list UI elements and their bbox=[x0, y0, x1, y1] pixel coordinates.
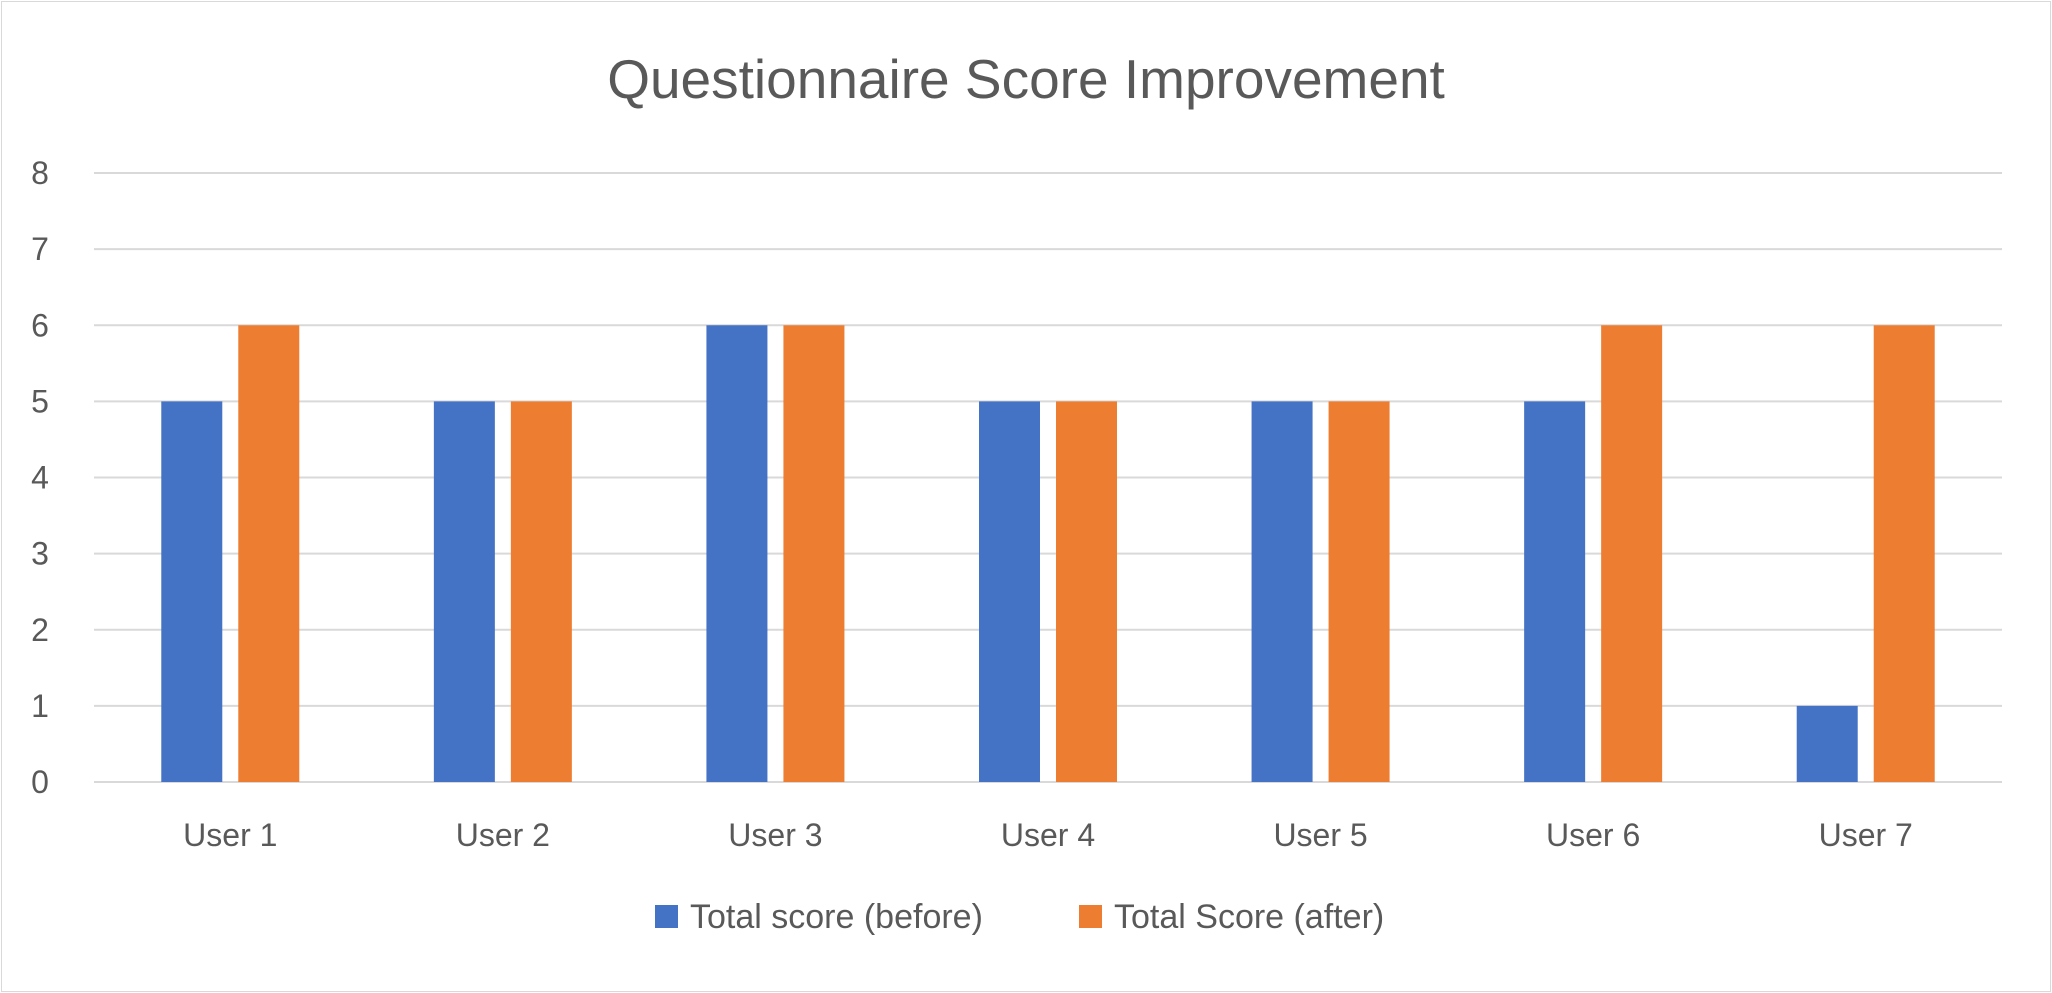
legend-swatch-before bbox=[655, 905, 678, 928]
y-tick-label: 8 bbox=[31, 155, 49, 191]
bar-after-1 bbox=[238, 325, 300, 782]
bar-before-1 bbox=[161, 401, 223, 782]
y-tick-label: 5 bbox=[31, 383, 49, 419]
x-tick-label: User 5 bbox=[1273, 817, 1367, 853]
bar-before-5 bbox=[1251, 401, 1313, 782]
bar-before-2 bbox=[433, 401, 495, 782]
x-tick-label: User 7 bbox=[1819, 817, 1913, 853]
legend-swatch-after bbox=[1079, 905, 1102, 928]
y-tick-label: 1 bbox=[31, 688, 49, 724]
x-tick-label: User 4 bbox=[1001, 817, 1095, 853]
bar-before-3 bbox=[706, 325, 768, 782]
bar-after-6 bbox=[1601, 325, 1663, 782]
gridlines bbox=[94, 172, 2002, 783]
legend-label-after: Total Score (after) bbox=[1114, 898, 1384, 936]
bar-before-7 bbox=[1796, 705, 1858, 782]
x-tick-label: User 2 bbox=[456, 817, 550, 853]
y-tick-label: 2 bbox=[31, 612, 49, 648]
bar-after-5 bbox=[1328, 401, 1390, 782]
x-tick-label: User 3 bbox=[728, 817, 822, 853]
chart-title: Questionnaire Score Improvement bbox=[607, 48, 1445, 110]
y-tick-label: 7 bbox=[31, 231, 49, 267]
y-tick-label: 0 bbox=[31, 764, 49, 800]
legend: Total score (before) Total Score (after) bbox=[655, 898, 1384, 936]
y-tick-label: 3 bbox=[31, 536, 49, 572]
x-axis-ticks: User 1 User 2 User 3 User 4 User 5 User 6 User… bbox=[183, 817, 1913, 853]
bar-after-2 bbox=[510, 401, 572, 782]
legend-label-before: Total score (before) bbox=[690, 898, 983, 936]
bar-after-3 bbox=[783, 325, 845, 782]
bar-after-7 bbox=[1873, 325, 1935, 782]
y-axis-ticks: 0 1 2 3 4 5 6 7 8 bbox=[31, 155, 49, 800]
y-tick-label: 4 bbox=[31, 460, 49, 496]
x-tick-label: User 1 bbox=[183, 817, 277, 853]
y-tick-label: 6 bbox=[31, 307, 49, 343]
bar-before-4 bbox=[979, 401, 1040, 782]
x-tick-label: User 6 bbox=[1546, 817, 1640, 853]
bars bbox=[161, 325, 1935, 782]
bar-after-4 bbox=[1056, 401, 1117, 782]
bar-before-6 bbox=[1524, 401, 1586, 782]
